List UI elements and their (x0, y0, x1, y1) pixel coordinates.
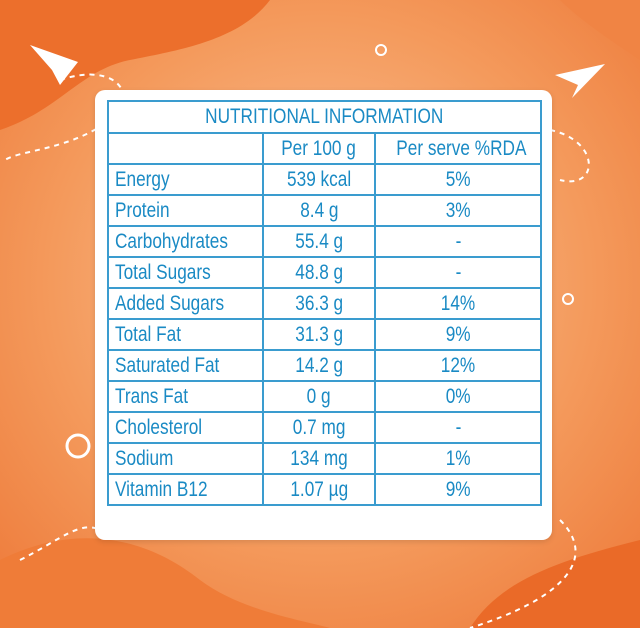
nutrient-name: Energy (115, 167, 170, 191)
nutrient-value-cell: 1% (374, 442, 542, 475)
nutrient-value: 3% (445, 198, 471, 222)
nutrient-value: 12% (440, 353, 476, 377)
nutrient-value: 9% (445, 322, 471, 346)
nutrient-value-cell: 539 kcal (262, 163, 376, 196)
nutrient-name: Added Sugars (115, 291, 225, 315)
nutrient-name: Cholesterol (115, 415, 203, 439)
nutrient-name-cell: Cholesterol (107, 411, 264, 444)
nutrient-value-cell: 5% (374, 163, 542, 196)
nutrient-value: 31.3 g (295, 322, 343, 346)
column-header-cell: Per serve %RDA (374, 132, 542, 165)
nutrient-name: Saturated Fat (115, 353, 220, 377)
nutrient-value-cell: 48.8 g (262, 256, 376, 289)
nutrient-value-cell: 36.3 g (262, 287, 376, 320)
nutrient-name-cell: Protein (107, 194, 264, 227)
nutrient-row: Carbohydrates 55.4 g - (107, 225, 542, 258)
column-header: Per 100 g (281, 136, 357, 160)
nutrition-table: NUTRITIONAL INFORMATION Per 100 g Per serv… (107, 100, 542, 506)
nutrient-name: Total Fat (115, 322, 182, 346)
nutrient-name-cell: Trans Fat (107, 380, 264, 413)
nutrient-value: 0.7 mg (292, 415, 346, 439)
nutrient-row: Energy 539 kcal 5% (107, 163, 542, 196)
nutrient-value-cell: - (374, 225, 542, 258)
empty-header-cell (107, 132, 264, 165)
nutrient-row: Cholesterol 0.7 mg - (107, 411, 542, 444)
nutrient-value-cell: 9% (374, 318, 542, 351)
nutrient-value: 1.07 µg (290, 477, 348, 501)
nutrient-value: 5% (445, 167, 471, 191)
nutrient-value: 539 kcal (286, 167, 352, 191)
nutrient-name: Carbohydrates (115, 229, 228, 253)
nutrient-row: Vitamin B12 1.07 µg 9% (107, 473, 542, 506)
nutrient-value-cell: 1.07 µg (262, 473, 376, 506)
nutrient-value-cell: - (374, 256, 542, 289)
nutrient-value-cell: 55.4 g (262, 225, 376, 258)
nutrient-value-cell: - (374, 411, 542, 444)
nutrient-value-cell: 0% (374, 380, 542, 413)
nutrient-name-cell: Added Sugars (107, 287, 264, 320)
nutrient-value: 14% (440, 291, 476, 315)
nutrient-name: Total Sugars (115, 260, 211, 284)
nutrient-name: Trans Fat (115, 384, 189, 408)
nutrient-value: - (455, 229, 461, 253)
nutrient-value: 0 g (307, 384, 331, 408)
nutrient-name-cell: Sodium (107, 442, 264, 475)
nutrient-value-cell: 0.7 mg (262, 411, 376, 444)
nutrient-value-cell: 134 mg (262, 442, 376, 475)
column-header: Per serve %RDA (396, 136, 527, 160)
nutrient-value-cell: 3% (374, 194, 542, 227)
nutrient-value: 55.4 g (295, 229, 343, 253)
nutrient-name-cell: Total Fat (107, 318, 264, 351)
nutrient-row: Protein 8.4 g 3% (107, 194, 542, 227)
nutrient-name-cell: Saturated Fat (107, 349, 264, 382)
nutrient-value-cell: 9% (374, 473, 542, 506)
nutrient-row: Sodium 134 mg 1% (107, 442, 542, 475)
nutrient-value: - (455, 415, 461, 439)
nutrient-row: Added Sugars 36.3 g 14% (107, 287, 542, 320)
nutrient-value-cell: 31.3 g (262, 318, 376, 351)
nutrient-row: Total Sugars 48.8 g - (107, 256, 542, 289)
nutrient-name: Vitamin B12 (115, 477, 208, 501)
nutrient-value: 36.3 g (295, 291, 343, 315)
nutrient-name: Protein (115, 198, 170, 222)
table-title: NUTRITIONAL INFORMATION (205, 105, 444, 128)
title-row: NUTRITIONAL INFORMATION (107, 100, 542, 134)
nutrient-value: 1% (445, 446, 471, 470)
nutrient-value-cell: 0 g (262, 380, 376, 413)
nutrient-name-cell: Vitamin B12 (107, 473, 264, 506)
nutrient-name-cell: Energy (107, 163, 264, 196)
nutrient-name: Sodium (115, 446, 174, 470)
nutrient-row: Saturated Fat 14.2 g 12% (107, 349, 542, 382)
nutrient-name-cell: Total Sugars (107, 256, 264, 289)
nutrient-value: - (455, 260, 461, 284)
column-header-cell: Per 100 g (262, 132, 376, 165)
nutrient-name-cell: Carbohydrates (107, 225, 264, 258)
table-title-cell: NUTRITIONAL INFORMATION (107, 100, 542, 134)
nutrient-value: 9% (445, 477, 471, 501)
nutrient-value-cell: 8.4 g (262, 194, 376, 227)
nutrient-row: Total Fat 31.3 g 9% (107, 318, 542, 351)
nutrient-value: 134 mg (290, 446, 348, 470)
nutrient-value: 14.2 g (295, 353, 343, 377)
nutrient-value: 0% (445, 384, 471, 408)
nutrient-value: 48.8 g (295, 260, 343, 284)
header-row: Per 100 g Per serve %RDA (107, 132, 542, 165)
nutrient-value-cell: 12% (374, 349, 542, 382)
nutrient-value-cell: 14.2 g (262, 349, 376, 382)
nutrient-value-cell: 14% (374, 287, 542, 320)
nutrient-row: Trans Fat 0 g 0% (107, 380, 542, 413)
nutrient-value: 8.4 g (299, 198, 339, 222)
